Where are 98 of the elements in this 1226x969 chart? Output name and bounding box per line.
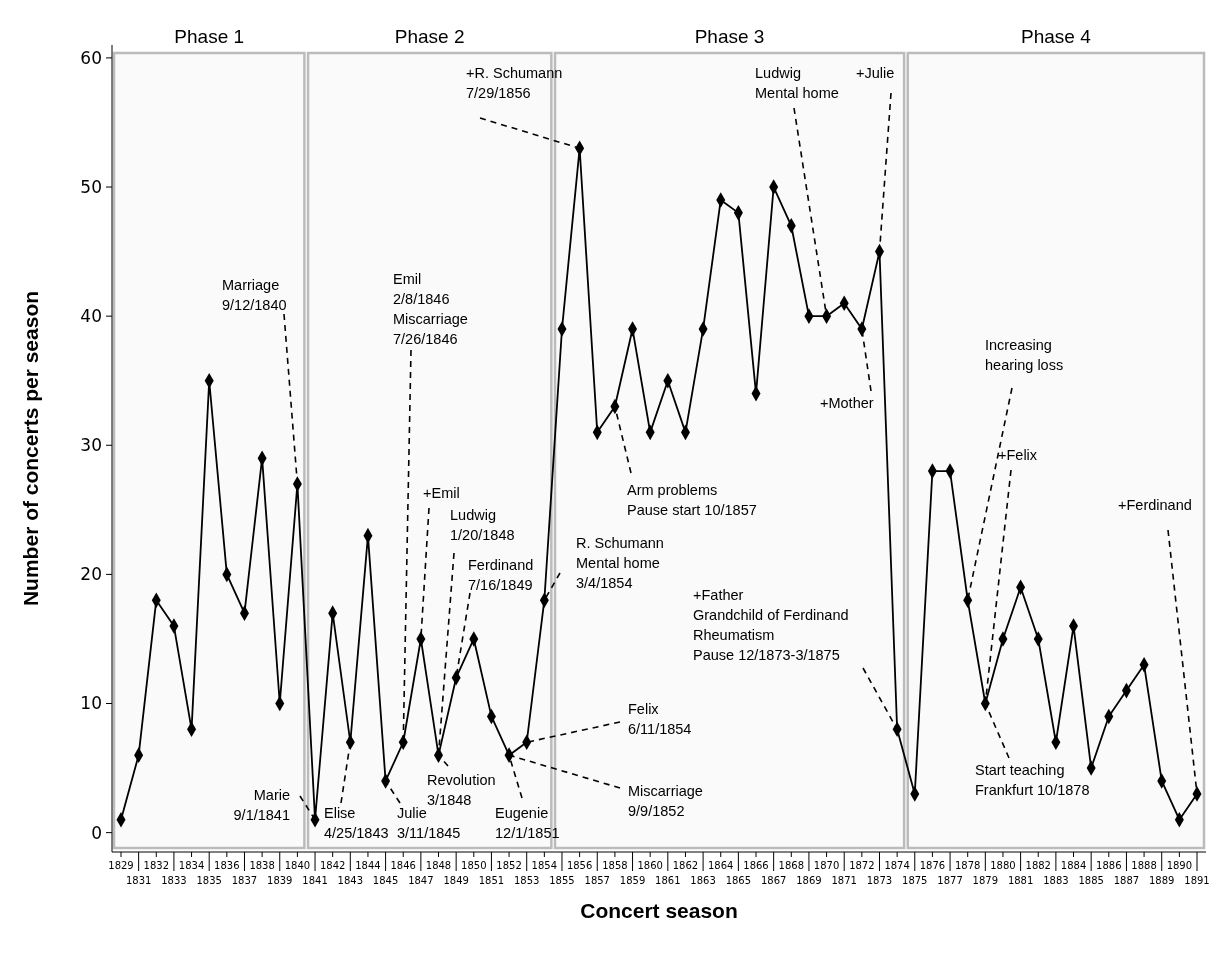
x-tick-label: 1884 [1060,860,1087,871]
annotation: +Mother [820,395,874,411]
x-tick-label: 1849 [443,875,469,886]
annotation: +Father Grandchild of Ferdinand Rheumatism Pause 12/1873-3/1875 [693,587,849,663]
annotation: Felix 6/11/1854 [628,701,692,737]
x-tick-label: 1852 [496,860,522,871]
x-tick-label: 1860 [637,860,663,871]
x-tick-label: 1831 [125,875,152,886]
annotation: +Emil [423,485,460,501]
x-tick-label: 1837 [231,875,258,886]
x-tick-label: 1833 [161,875,187,886]
x-tick-label: 1836 [214,860,240,871]
x-tick-label: 1835 [196,875,222,886]
x-tick-label: 1840 [284,860,311,871]
x-tick-label: 1853 [513,875,540,886]
annotation: +Felix [998,447,1038,463]
annotation: Ludwig 1/20/1848 [450,507,515,543]
annotation: +R. Schumann 7/29/1856 [466,65,563,101]
y-tick-label: 0 [91,822,102,843]
band-label: Phase 1 [174,26,245,47]
x-tick-label: 1866 [743,860,769,871]
band-label: Phase 4 [1021,26,1092,47]
x-tick-label: 1846 [390,860,416,871]
x-tick-label: 1867 [760,875,787,886]
x-tick-label: 1851 [478,875,505,886]
annotation: Revolution 3/1848 [427,772,496,808]
x-tick-label: 1865 [725,875,752,886]
x-tick-label: 1844 [355,860,381,871]
annotation: Eugenie 12/1/1851 [495,805,560,841]
x-tick-label: 1829 [108,860,134,871]
x-tick-label: 1880 [990,860,1016,871]
x-tick-label: 1885 [1078,875,1104,886]
x-tick-label: 1863 [690,875,716,886]
x-tick-label: 1858 [602,860,628,871]
x-tick-label: 1859 [619,875,646,886]
x-tick-label: 1875 [902,875,928,886]
annotation: Julie 3/11/1845 [397,805,461,841]
x-tick-label: 1848 [425,860,452,871]
annotation: +Ferdinand [1118,497,1192,513]
y-tick-label: 50 [80,176,102,197]
annotation: Elise 4/25/1843 [324,805,389,841]
annotation: Emil 2/8/1846 Miscarriage 7/26/1846 [393,271,468,347]
x-tick-label: 1890 [1166,860,1193,871]
band-label: Phase 2 [394,26,465,47]
x-tick-label: 1869 [796,875,822,886]
band-label: Phase 3 [694,26,765,47]
annotation: Miscarriage 9/9/1852 [628,783,703,819]
x-tick-label: 1888 [1131,860,1157,871]
y-tick-label: 40 [80,306,102,327]
x-tick-label: 1854 [531,860,558,871]
x-tick-label: 1838 [249,860,275,871]
x-tick-label: 1874 [884,860,910,871]
x-tick-label: 1877 [937,875,963,886]
x-tick-label: 1861 [655,875,681,886]
x-tick-label: 1871 [831,875,857,886]
annotation: +Julie [856,65,895,81]
x-tick-label: 1856 [566,860,593,871]
x-tick-label: 1832 [143,860,170,871]
x-tick-label: 1868 [778,860,805,871]
x-tick-label: 1879 [972,875,999,886]
annotation: Marie 9/1/1841 [233,787,290,823]
annotation: Increasing hearing loss [985,337,1064,373]
x-tick-label: 1847 [408,875,434,886]
y-tick-label: 20 [80,564,102,585]
y-tick-label: 60 [80,47,102,68]
y-tick-label: 10 [80,693,102,714]
annotation: R. Schumann Mental home 3/4/1854 [576,535,664,591]
x-tick-label: 1886 [1096,860,1122,871]
x-tick-label: 1850 [461,860,487,871]
annotation: Start teaching Frankfurt 10/1878 [975,762,1090,798]
annotation: Ludwig Mental home [755,65,839,101]
x-tick-label: 1843 [337,875,364,886]
x-tick-label: 1883 [1043,875,1069,886]
x-tick-label: 1873 [866,875,893,886]
x-tick-label: 1857 [584,875,610,886]
x-tick-label: 1891 [1184,875,1210,886]
x-tick-label: 1864 [708,860,734,871]
annotation: Marriage 9/12/1840 [222,277,287,313]
x-tick-label: 1887 [1113,875,1140,886]
x-tick-label: 1889 [1148,875,1175,886]
x-axis-title: Concert season [580,899,738,922]
x-tick-label: 1855 [549,875,575,886]
x-tick-label: 1882 [1025,860,1051,871]
annotation: Arm problems Pause start 10/1857 [627,482,757,518]
x-tick-label: 1872 [849,860,875,871]
x-tick-label: 1841 [302,875,328,886]
annotation: Ferdinand 7/16/1849 [468,557,534,593]
x-tick-label: 1834 [178,860,205,871]
x-tick-label: 1862 [672,860,699,871]
x-tick-label: 1876 [919,860,946,871]
x-tick-label: 1881 [1007,875,1034,886]
x-tick-label: 1842 [319,860,346,871]
y-axis-title: Number of concerts per season [19,290,42,607]
x-tick-label: 1870 [813,860,840,871]
x-tick-label: 1878 [954,860,981,871]
x-tick-label: 1845 [372,875,399,886]
y-tick-label: 30 [80,435,102,456]
x-tick-label: 1839 [267,875,293,886]
